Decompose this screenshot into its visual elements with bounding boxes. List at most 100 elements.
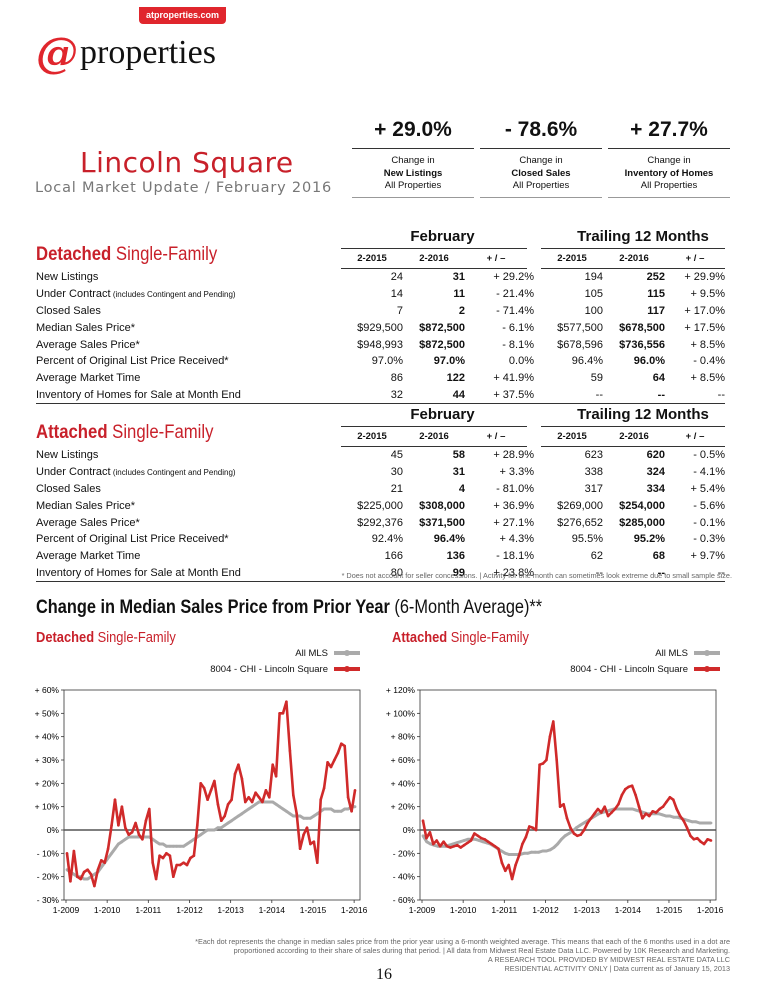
data-point-local [507,863,510,867]
logo-at-symbol: @ [36,28,78,77]
data-point-local [148,807,151,811]
cell-value: - 0.4% [693,355,725,368]
column-header: 2-2016 [403,248,465,269]
kpi-caption-metric: Closed Sales [511,167,571,179]
data-point-local [634,793,637,797]
cell-value: 122 [446,372,465,385]
cell-value: 317 [584,482,603,495]
data-point-local [281,712,285,715]
data-point-all-mls [627,807,631,811]
note-line: A RESEARCH TOOL PROVIDED BY MIDWEST REAL… [487,955,730,964]
data-point-all-mls [226,821,230,825]
cell-value: 2 [458,304,465,317]
data-point-local [216,803,220,806]
data-point-local [473,832,476,835]
cell-value: 96.4% [571,355,603,368]
x-tick-label: 1-2012 [176,905,203,915]
data-point-all-mls [503,851,507,855]
data-point-all-mls [267,800,271,804]
cell-value: 252 [646,271,665,284]
data-point-local [661,805,665,808]
data-point-local [168,854,172,857]
data-point-local [576,834,579,838]
cell-value: 11 [453,288,465,301]
data-point-local [648,814,651,818]
data-point-local [278,712,281,715]
cell-value: + 37.5% [465,386,534,405]
cell-value: 62 [590,550,603,563]
data-point-all-mls [93,872,96,876]
cell-value: - 0.5% [693,449,725,462]
data-point-local [244,800,247,804]
data-point-local [226,803,230,806]
data-point-local [137,833,141,836]
data-point-all-mls [305,816,309,820]
data-point-local [250,800,254,804]
table-row: Under Contract (includes Contingent and … [36,464,725,481]
cell-value: 96.4% [433,533,465,546]
section-title-bold: Attached [36,422,108,443]
data-point-all-mls [353,805,357,809]
charts-heading: Change in Median Sales Price from Prior … [36,597,542,619]
data-point-all-mls [664,814,668,818]
x-tick-label: 1-2016 [697,905,724,915]
data-point-all-mls [250,805,254,809]
row-label: Percent of Original List Price Received* [36,531,341,548]
cell-value: + 36.9% [493,499,534,512]
cell-value: 324 [646,466,665,479]
data-point-local [600,811,603,814]
data-point-all-mls [537,850,541,854]
data-point-local [534,828,538,832]
cell-value: 620 [646,449,665,462]
data-point-local [456,843,459,847]
data-point-all-mls [533,850,537,854]
group-head-trailing: Trailing 12 Months [577,406,709,423]
chart-title-rest: Single-Family [94,629,176,646]
data-point-all-mls [507,853,511,856]
cell-value: - 5.6% [693,499,725,512]
cell-value: 59 [590,372,603,385]
cell-value: 97.0% [433,355,465,368]
data-point-local [158,854,161,857]
page-number: 16 [376,966,392,983]
data-point-local [305,826,309,829]
cell-value: $276,652 [557,516,603,529]
data-point-local [610,811,613,814]
data-point-local [425,836,428,840]
cell-value: 0.0% [508,355,534,368]
data-point-all-mls [455,841,459,845]
data-point-local [295,812,299,815]
kpi-caption-line: Change in [391,155,435,166]
data-point-local [230,798,233,801]
cell-value: 95.5% [571,533,603,546]
data-point-local [603,805,606,808]
data-point-local [497,847,500,850]
row-label-text: Median Sales Price* [36,321,136,334]
kpi-caption-metric: Inventory of Homes [624,167,714,179]
data-point-local [144,819,148,822]
page-title: Lincoln Square [80,146,294,179]
data-point-all-mls [451,842,455,846]
x-tick-label: 1-2013 [573,905,600,915]
x-tick-label: 1-2011 [135,905,161,915]
column-header: 2-2015 [341,426,403,447]
legend-swatch-gray [334,650,360,656]
site-url-badge[interactable]: atproperties.com [139,7,227,24]
data-point-local [96,868,100,871]
data-point-all-mls [548,848,552,852]
chart-title-detached: Detached Single-Family [36,629,176,646]
y-tick-label: + 60% [391,755,416,765]
data-point-local [528,825,531,828]
x-tick-label: 1-2009 [53,905,80,915]
cell-value: 31 [452,466,465,479]
data-point-all-mls [522,851,526,855]
data-point-all-mls [110,851,113,855]
data-point-all-mls [247,807,251,811]
data-point-local [658,807,661,811]
cell-value: $308,000 [419,499,465,512]
data-point-local [538,763,541,766]
data-point-all-mls [346,807,350,811]
data-point-all-mls [698,821,702,825]
data-point-local [79,877,82,881]
data-point-all-mls [462,839,466,842]
